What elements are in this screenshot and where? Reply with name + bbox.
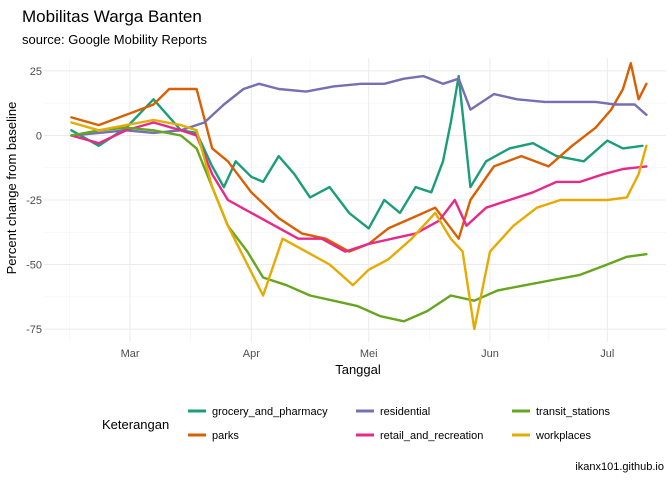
legend-label-transit_stations: transit_stations [536,406,610,418]
series-line-grocery_and_pharmacy [70,74,644,230]
y-axis-ticks: 25 0 -25 -50 -75 [26,66,42,336]
legend-title: Keterangan [102,417,169,432]
x-axis-ticks: Mar Apr Mei Jun Jul [121,348,615,360]
y-tick-label: -75 [26,324,42,336]
x-tick-label: Jun [481,348,499,360]
y-tick-label: 0 [36,130,42,142]
y-tick-label: -50 [26,260,42,272]
x-tick-label: Mei [360,348,378,360]
legend-label-parks: parks [212,430,239,442]
legend-label-workplaces: workplaces [535,430,592,442]
legend-label-retail_and_recreation: retail_and_recreation [380,430,483,442]
series-lines [70,62,648,331]
y-axis-title: Percent change from baseline [4,102,19,275]
series-line-transit_stations [70,126,648,323]
y-tick-label: -25 [26,195,42,207]
chart-caption: ikanx101.github.io [575,461,664,473]
legend-label-grocery_and_pharmacy: grocery_and_pharmacy [212,406,328,418]
x-tick-label: Apr [243,348,260,360]
x-tick-label: Mar [121,348,140,360]
series-line-parks [70,62,648,253]
chart-subtitle: source: Google Mobility Reports [22,32,207,47]
x-axis-title: Tanggal [335,362,381,377]
series-line-workplaces [70,118,648,331]
legend-label-residential: residential [380,406,430,418]
x-tick-label: Jul [600,348,614,360]
y-tick-label: 25 [30,66,42,78]
chart-title: Mobilitas Warga Banten [22,7,202,26]
series-line-retail_and_recreation [70,121,648,253]
